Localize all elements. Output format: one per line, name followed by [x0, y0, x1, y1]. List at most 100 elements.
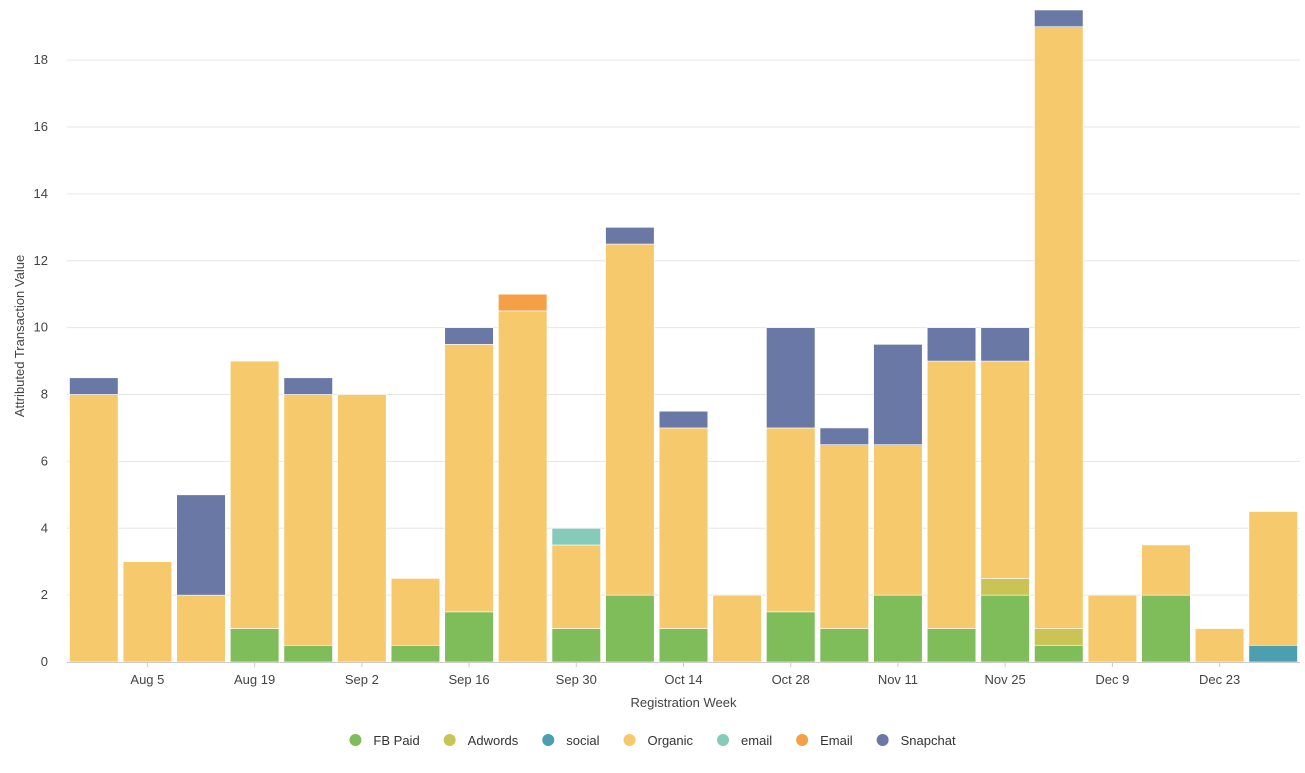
- bar-segment-organic: [230, 360, 280, 629]
- legend-item-adwords[interactable]: Adwords: [443, 733, 519, 748]
- bar-stack: [122, 561, 173, 663]
- bar-segment-snapchat: [873, 344, 923, 445]
- legend-item-organic[interactable]: Organic: [623, 733, 694, 748]
- legend-label: Organic: [648, 733, 694, 748]
- bars: [69, 9, 1298, 663]
- y-tick-label: 0: [41, 654, 48, 669]
- bar-segment-organic: [1248, 511, 1298, 646]
- y-tick-label: 2: [41, 587, 48, 602]
- bar-segment-organic: [980, 360, 1030, 579]
- x-tick-label: Nov 11: [878, 672, 918, 687]
- bar-stack: [605, 227, 655, 663]
- bar-segment-fb-paid: [980, 594, 1030, 663]
- legend-label: FB Paid: [373, 733, 419, 748]
- bar-segment-organic: [712, 594, 762, 663]
- legend-marker: [349, 734, 362, 746]
- bar-segment-fb-paid: [551, 628, 601, 663]
- bar-stack: [712, 594, 762, 663]
- bar-segment-snapchat: [980, 327, 1030, 362]
- bar-segment-snapchat: [176, 494, 226, 596]
- legend: FB Paid Adwords social Organic email Email Sna…: [349, 733, 956, 748]
- bar-stack: [551, 527, 601, 663]
- legend-marker: [876, 734, 889, 746]
- legend-label: email: [741, 733, 772, 748]
- bar-segment-fb-paid: [283, 644, 333, 663]
- x-tick-label: Sep 2: [345, 672, 379, 687]
- x-axis-title: Registration Week: [631, 695, 737, 710]
- bar-segment-organic: [1087, 594, 1137, 663]
- y-tick-label: 18: [34, 52, 48, 67]
- bar-segment-organic: [283, 394, 333, 646]
- bar-segment-snapchat: [766, 327, 816, 429]
- bar-stack: [337, 394, 387, 663]
- legend-item-snapchat[interactable]: Snapchat: [876, 733, 956, 748]
- legend-label: Adwords: [468, 733, 519, 748]
- bar-stack: [444, 327, 494, 663]
- bar-segment-adwords: [1034, 628, 1084, 646]
- y-tick-label: 12: [34, 253, 48, 268]
- bar-segment-fb-paid: [766, 611, 816, 663]
- legend-marker: [623, 734, 636, 746]
- y-tick-label: 16: [34, 119, 48, 134]
- bar-segment-organic: [176, 594, 226, 663]
- legend-label: Email: [820, 733, 853, 748]
- bar-stack: [1248, 511, 1298, 663]
- legend-item-email[interactable]: Email: [796, 733, 853, 748]
- bar-segment-organic: [390, 578, 441, 646]
- bar-segment-fb-paid: [658, 628, 709, 663]
- bar-stack: [283, 377, 333, 663]
- bar-segment-fb-paid: [926, 628, 977, 663]
- bar-segment-snapchat: [926, 327, 977, 362]
- bar-stack: [69, 377, 119, 663]
- bar-segment-adwords: [980, 578, 1030, 596]
- bar-stack: [766, 327, 816, 663]
- bar-segment-fb-paid: [1034, 644, 1084, 663]
- bar-segment-organic: [926, 360, 977, 629]
- bar-segment-organic: [69, 394, 119, 663]
- bar-stack: [1034, 9, 1084, 663]
- bar-segment-snapchat: [605, 227, 655, 245]
- bar-segment-organic: [819, 444, 869, 629]
- bar-segment-snapchat: [1034, 9, 1084, 28]
- bar-segment-social: [1248, 644, 1298, 663]
- bar-segment-fb-paid: [873, 594, 923, 663]
- bar-segment-snapchat: [658, 410, 709, 429]
- bar-stack: [1087, 594, 1137, 663]
- bar-segment-organic: [605, 243, 655, 596]
- x-tick-label: Oct 14: [664, 672, 702, 687]
- x-tick-label: Oct 28: [772, 672, 810, 687]
- bar-segment-snapchat: [283, 377, 333, 395]
- x-tick-label: Sep 30: [556, 672, 597, 687]
- bar-segment-organic: [498, 310, 548, 663]
- bar-segment-snapchat: [819, 427, 869, 445]
- bar-stack: [873, 344, 923, 663]
- bar-segment-organic: [1194, 628, 1245, 663]
- bar-stack: [1194, 628, 1245, 663]
- x-tick-label: Aug 19: [234, 672, 275, 687]
- bar-stack: [1141, 544, 1191, 663]
- x-tick-label: Dec 23: [1199, 672, 1240, 687]
- legend-item-fb-paid[interactable]: FB Paid: [349, 733, 420, 748]
- bar-stack: [926, 327, 977, 663]
- y-tick-label: 6: [41, 453, 48, 468]
- bar-segment-organic: [122, 561, 173, 663]
- bar-segment-email: [551, 527, 601, 546]
- bar-segment-fb-paid: [444, 611, 494, 663]
- bar-segment-organic: [444, 344, 494, 613]
- y-tick-label: 10: [34, 320, 48, 335]
- legend-item-email[interactable]: email: [717, 733, 772, 748]
- bar-segment-organic: [658, 427, 709, 629]
- bar-segment-email: [498, 293, 548, 312]
- x-tick-label: Sep 16: [448, 672, 489, 687]
- bar-segment-fb-paid: [390, 644, 441, 663]
- bar-stack: [658, 410, 709, 663]
- bar-segment-snapchat: [444, 327, 494, 345]
- legend-item-social[interactable]: social: [542, 733, 600, 748]
- bar-segment-organic: [337, 394, 387, 663]
- bar-stack: [230, 360, 280, 663]
- y-tick-label: 14: [34, 186, 48, 201]
- bar-segment-organic: [1034, 26, 1084, 629]
- bar-segment-organic: [873, 444, 923, 596]
